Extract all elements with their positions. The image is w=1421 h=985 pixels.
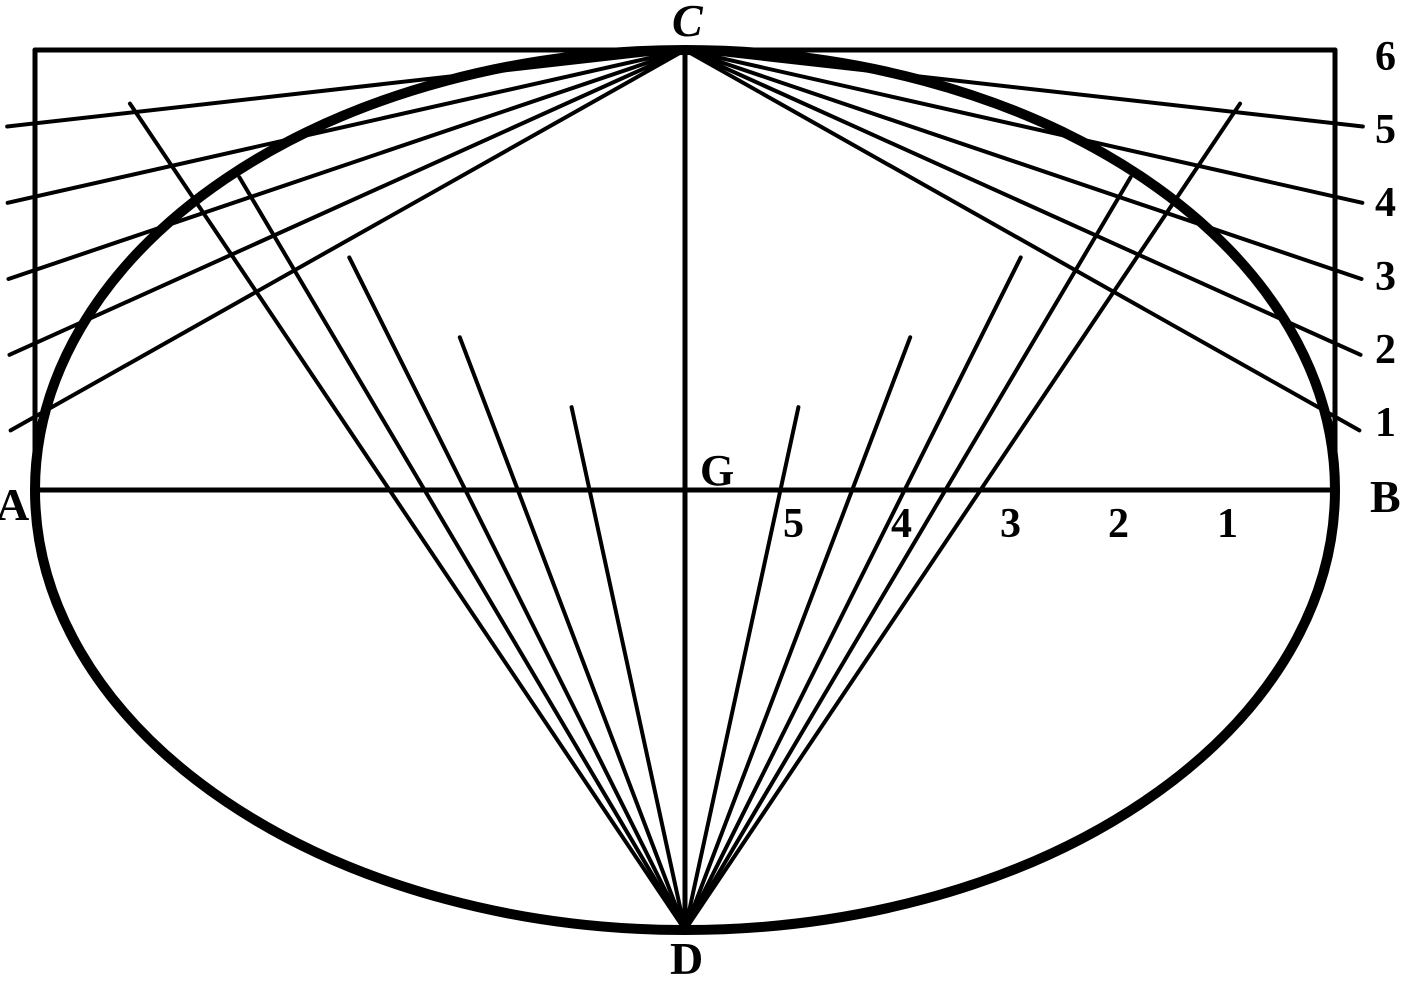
label-axis-1: 1 bbox=[1217, 500, 1238, 548]
d-line-left-3 bbox=[349, 257, 685, 930]
label-axis-5: 5 bbox=[783, 500, 804, 548]
label-side-4: 4 bbox=[1375, 179, 1396, 227]
d-line-right-4 bbox=[685, 337, 910, 930]
d-line-left-2 bbox=[239, 177, 685, 930]
label-C: C bbox=[672, 0, 703, 47]
c-line-right-1 bbox=[685, 50, 1359, 430]
c-line-right-4 bbox=[685, 50, 1362, 203]
label-side-5: 5 bbox=[1375, 106, 1396, 154]
label-side-3: 3 bbox=[1375, 253, 1396, 301]
label-D: D bbox=[670, 932, 703, 985]
d-line-left-1 bbox=[130, 104, 685, 930]
c-line-left-1 bbox=[11, 50, 685, 430]
label-side-1: 1 bbox=[1375, 399, 1396, 447]
c-line-right-3 bbox=[685, 50, 1362, 279]
c-line-left-3 bbox=[8, 50, 685, 279]
d-line-right-1 bbox=[685, 104, 1240, 930]
label-A: A bbox=[0, 478, 29, 531]
label-G: G bbox=[700, 445, 734, 496]
label-B: B bbox=[1370, 470, 1401, 523]
label-axis-4: 4 bbox=[891, 500, 912, 548]
c-line-right-2 bbox=[685, 50, 1361, 355]
label-axis-3: 3 bbox=[1000, 500, 1021, 548]
label-side-6: 6 bbox=[1375, 33, 1396, 81]
label-axis-2: 2 bbox=[1108, 500, 1129, 548]
c-line-left-2 bbox=[9, 50, 685, 355]
d-line-left-4 bbox=[460, 337, 685, 930]
d-line-right-3 bbox=[685, 257, 1021, 930]
d-line-left-5 bbox=[572, 407, 685, 930]
d-line-right-2 bbox=[685, 177, 1131, 930]
c-line-left-4 bbox=[8, 50, 685, 203]
label-side-2: 2 bbox=[1375, 326, 1396, 374]
